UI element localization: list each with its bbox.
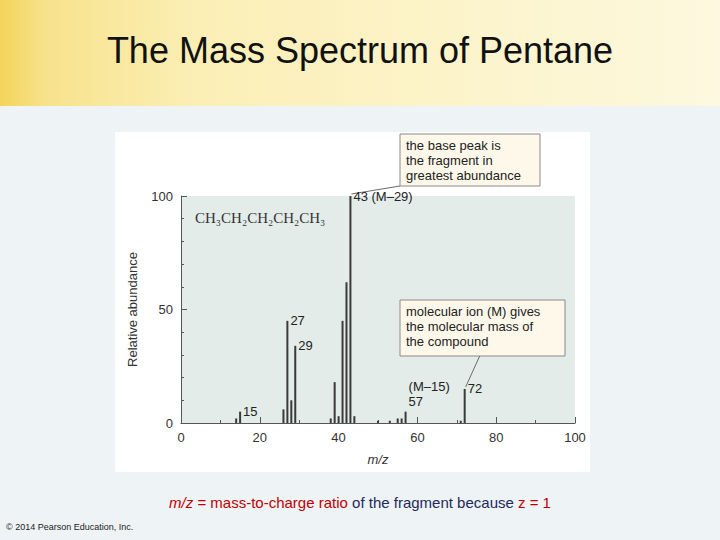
svg-text:Relative abundance: Relative abundance: [125, 252, 140, 367]
html-text:© 2014 Pearson Education, Inc.: © 2014 Pearson Education, Inc.: [6, 522, 134, 532]
svg-text:the compound: the compound: [406, 334, 488, 349]
svg-text:100: 100: [151, 189, 173, 204]
svg-text:greatest abundance: greatest abundance: [406, 168, 521, 183]
svg-text:the base peak is: the base peak is: [406, 138, 501, 153]
svg-text:80: 80: [489, 430, 503, 445]
svg-text:72: 72: [468, 381, 482, 396]
svg-text:100: 100: [564, 430, 586, 445]
svg-text:50: 50: [159, 302, 173, 317]
svg-text:the fragment in: the fragment in: [406, 153, 493, 168]
svg-text:57: 57: [409, 394, 423, 409]
svg-text:0: 0: [166, 416, 173, 431]
html-text:m/z = mass-to-charge ratio of: m/z = mass-to-charge ratio of the fragme…: [169, 494, 551, 511]
svg-text:60: 60: [410, 430, 424, 445]
html-text:The Mass Spectrum of Pentane: The Mass Spectrum of Pentane: [106, 30, 614, 71]
svg-text:29: 29: [298, 338, 312, 353]
svg-text:0: 0: [177, 430, 184, 445]
svg-text:(M–15): (M–15): [409, 379, 450, 394]
svg-text:20: 20: [253, 430, 267, 445]
svg-text:43 (M–29): 43 (M–29): [353, 189, 412, 204]
svg-text:40: 40: [331, 430, 345, 445]
svg-text:CH₃CH₂CH₂CH₂CH₃: CH₃CH₂CH₂CH₂CH₃: [195, 210, 325, 226]
svg-text:15: 15: [243, 404, 257, 419]
svg-text:27: 27: [290, 313, 304, 328]
svg-text:molecular ion (M) gives: molecular ion (M) gives: [406, 304, 541, 319]
svg-text:the molecular mass of: the molecular mass of: [406, 319, 534, 334]
svg-text:m/z: m/z: [368, 452, 389, 467]
